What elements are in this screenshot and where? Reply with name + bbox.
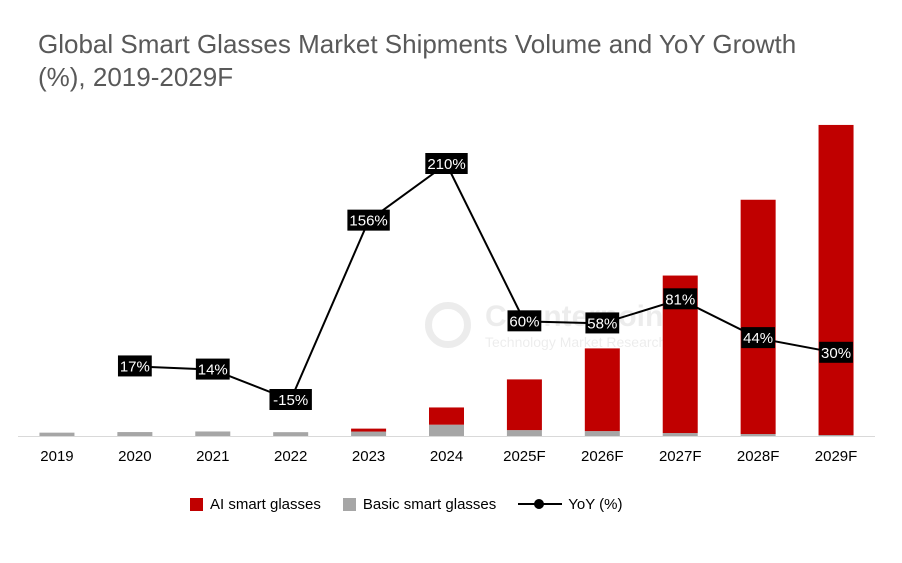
bar-ai-2026F: [584, 348, 620, 432]
bar-basic-2026F: [584, 431, 620, 436]
x-tick-2020: 2020: [118, 448, 151, 465]
bar-ai-2024: [429, 407, 464, 425]
x-tick-2021: 2021: [196, 448, 229, 465]
x-axis-ticks: 2019 2020 2021 2022 2023 2024 2025F 2026F 2027F 2…: [40, 448, 857, 465]
yoy-label-box-2026F: [585, 312, 620, 334]
yoy-label-2026F: 58%: [587, 315, 617, 332]
yoy-label-box-2029F: [819, 341, 853, 363]
legend-line-icon: [518, 497, 563, 511]
yoy-label-2023: 156%: [349, 213, 387, 230]
yoy-label-box-2027F: [663, 288, 698, 310]
yoy-label-2027F: 81%: [665, 291, 695, 308]
bar-basic-2019: [39, 432, 75, 436]
yoy-line-layer: 17% 14% -15% 156% 210% 60% 58% 81% 44% 30%: [117, 153, 853, 410]
x-tick-2028F: 2028F: [737, 448, 780, 465]
yoy-label-box-2028F: [741, 327, 776, 349]
bar-ai-2025F: [506, 379, 542, 431]
legend-item-yoy: YoY (%): [518, 496, 622, 513]
yoy-label-2024: 210%: [427, 156, 465, 173]
bar-ai-2029F: [818, 124, 854, 436]
x-tick-2022: 2022: [274, 448, 307, 465]
x-tick-2027F: 2027F: [659, 448, 702, 465]
bar-basic-2020: [117, 432, 153, 436]
bar-basic-2027F: [662, 433, 698, 436]
chart-title: Global Smart Glasses Market Shipments Vo…: [38, 29, 797, 92]
bar-ai-2023: [351, 428, 387, 432]
legend-swatch-basic: [342, 497, 356, 511]
yoy-label-2021: 14%: [198, 362, 228, 379]
x-tick-2023: 2023: [352, 448, 385, 465]
bar-basic-2023: [351, 431, 387, 436]
yoy-label-2020: 17%: [120, 358, 150, 375]
yoy-line: [134, 162, 837, 402]
legend: AI smart glasses Basic smart glasses YoY…: [190, 493, 644, 515]
yoy-label-box-2023: [347, 209, 390, 231]
x-tick-2025F: 2025F: [503, 448, 546, 465]
bar-basic-2028F: [740, 434, 776, 436]
legend-item-ai: AI smart glasses: [190, 496, 321, 513]
yoy-label-2028F: 44%: [743, 330, 773, 347]
bars-layer: [39, 124, 854, 436]
x-tick-2029F: 2029F: [815, 448, 858, 465]
yoy-label-box-2021: [195, 358, 230, 380]
x-tick-2024: 2024: [430, 448, 463, 465]
bar-basic-2024: [429, 424, 464, 436]
legend-swatch-ai: [190, 497, 203, 511]
legend-label-basic: Basic smart glasses: [362, 495, 497, 513]
yoy-label-box-2022: [269, 389, 312, 410]
bar-basic-2021: [195, 431, 231, 436]
bar-basic-2025F: [506, 430, 542, 436]
x-tick-2026F: 2026F: [581, 448, 624, 465]
x-tick-2019: 2019: [40, 448, 73, 465]
bar-basic-2022: [273, 432, 309, 436]
yoy-label-2022: -15%: [273, 392, 308, 409]
yoy-label-box-2020: [117, 355, 152, 377]
legend-label-yoy: YoY (%): [568, 495, 623, 513]
yoy-label-box-2024: [425, 153, 468, 174]
yoy-label-2025F: 60%: [509, 313, 539, 330]
legend-label-ai: AI smart glasses: [210, 495, 321, 513]
bar-ai-2028F: [740, 199, 776, 435]
yoy-label-box-2025F: [507, 310, 542, 332]
legend-item-basic: Basic smart glasses: [342, 495, 497, 513]
bar-basic-2029F: [818, 435, 854, 436]
yoy-label-2029F: 30%: [821, 345, 851, 362]
